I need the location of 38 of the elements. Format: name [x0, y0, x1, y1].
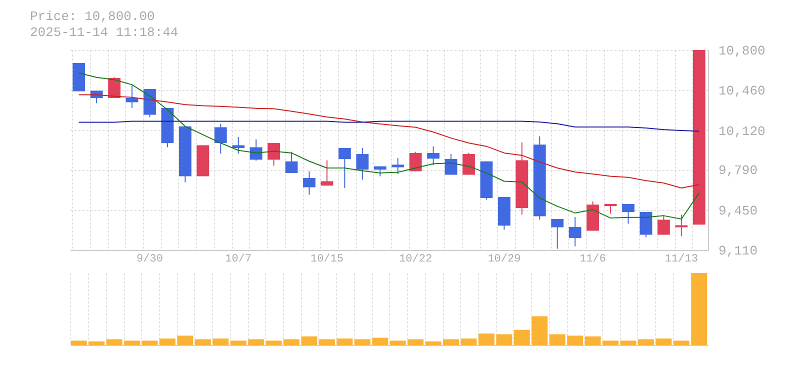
x-tick-label: 9/30 — [136, 254, 163, 266]
x-tick-label: 10/22 — [399, 254, 432, 266]
x-tick-label: 10/7 — [225, 254, 252, 266]
bar — [460, 338, 477, 345]
line-series — [78, 120, 700, 132]
y-tick-label: 9,450 — [718, 203, 758, 218]
candlestick — [409, 151, 422, 172]
candlestick — [622, 203, 634, 224]
y-tick-label: 10,800 — [718, 44, 766, 58]
candlestick — [303, 170, 316, 196]
x-tick-label: 11/13 — [664, 254, 698, 266]
y-tick-label: 10,460 — [718, 84, 766, 99]
candlestick — [285, 151, 298, 174]
y-tick-label: 9,790 — [718, 163, 758, 178]
x-tick-label: 11/6 — [580, 254, 606, 266]
chart-title: Price: 10,800.00 — [30, 9, 156, 25]
candlestick — [214, 123, 227, 154]
x-tick-label: 10/15 — [310, 254, 344, 266]
candlestick — [675, 214, 688, 237]
bar — [301, 336, 318, 345]
y-tick-label: 10,120 — [718, 124, 766, 139]
chart-subtitle: 2025-11-14 11:18:44 — [30, 25, 178, 41]
candlestick — [232, 136, 245, 154]
candlestick — [551, 218, 564, 250]
candlestick — [126, 85, 138, 108]
candlestick — [320, 160, 334, 186]
bar — [620, 340, 636, 345]
bar — [142, 340, 158, 345]
x-tick-label: 10/29 — [488, 254, 521, 266]
candlestick — [338, 147, 351, 188]
y-tick-label: 9,110 — [718, 244, 758, 258]
candlestick — [568, 216, 582, 247]
candlestick — [657, 216, 670, 236]
candlestick — [356, 147, 369, 180]
candlestick — [392, 158, 404, 175]
candlestick — [427, 146, 440, 166]
candlestick — [268, 142, 280, 166]
candlestick — [640, 212, 652, 238]
